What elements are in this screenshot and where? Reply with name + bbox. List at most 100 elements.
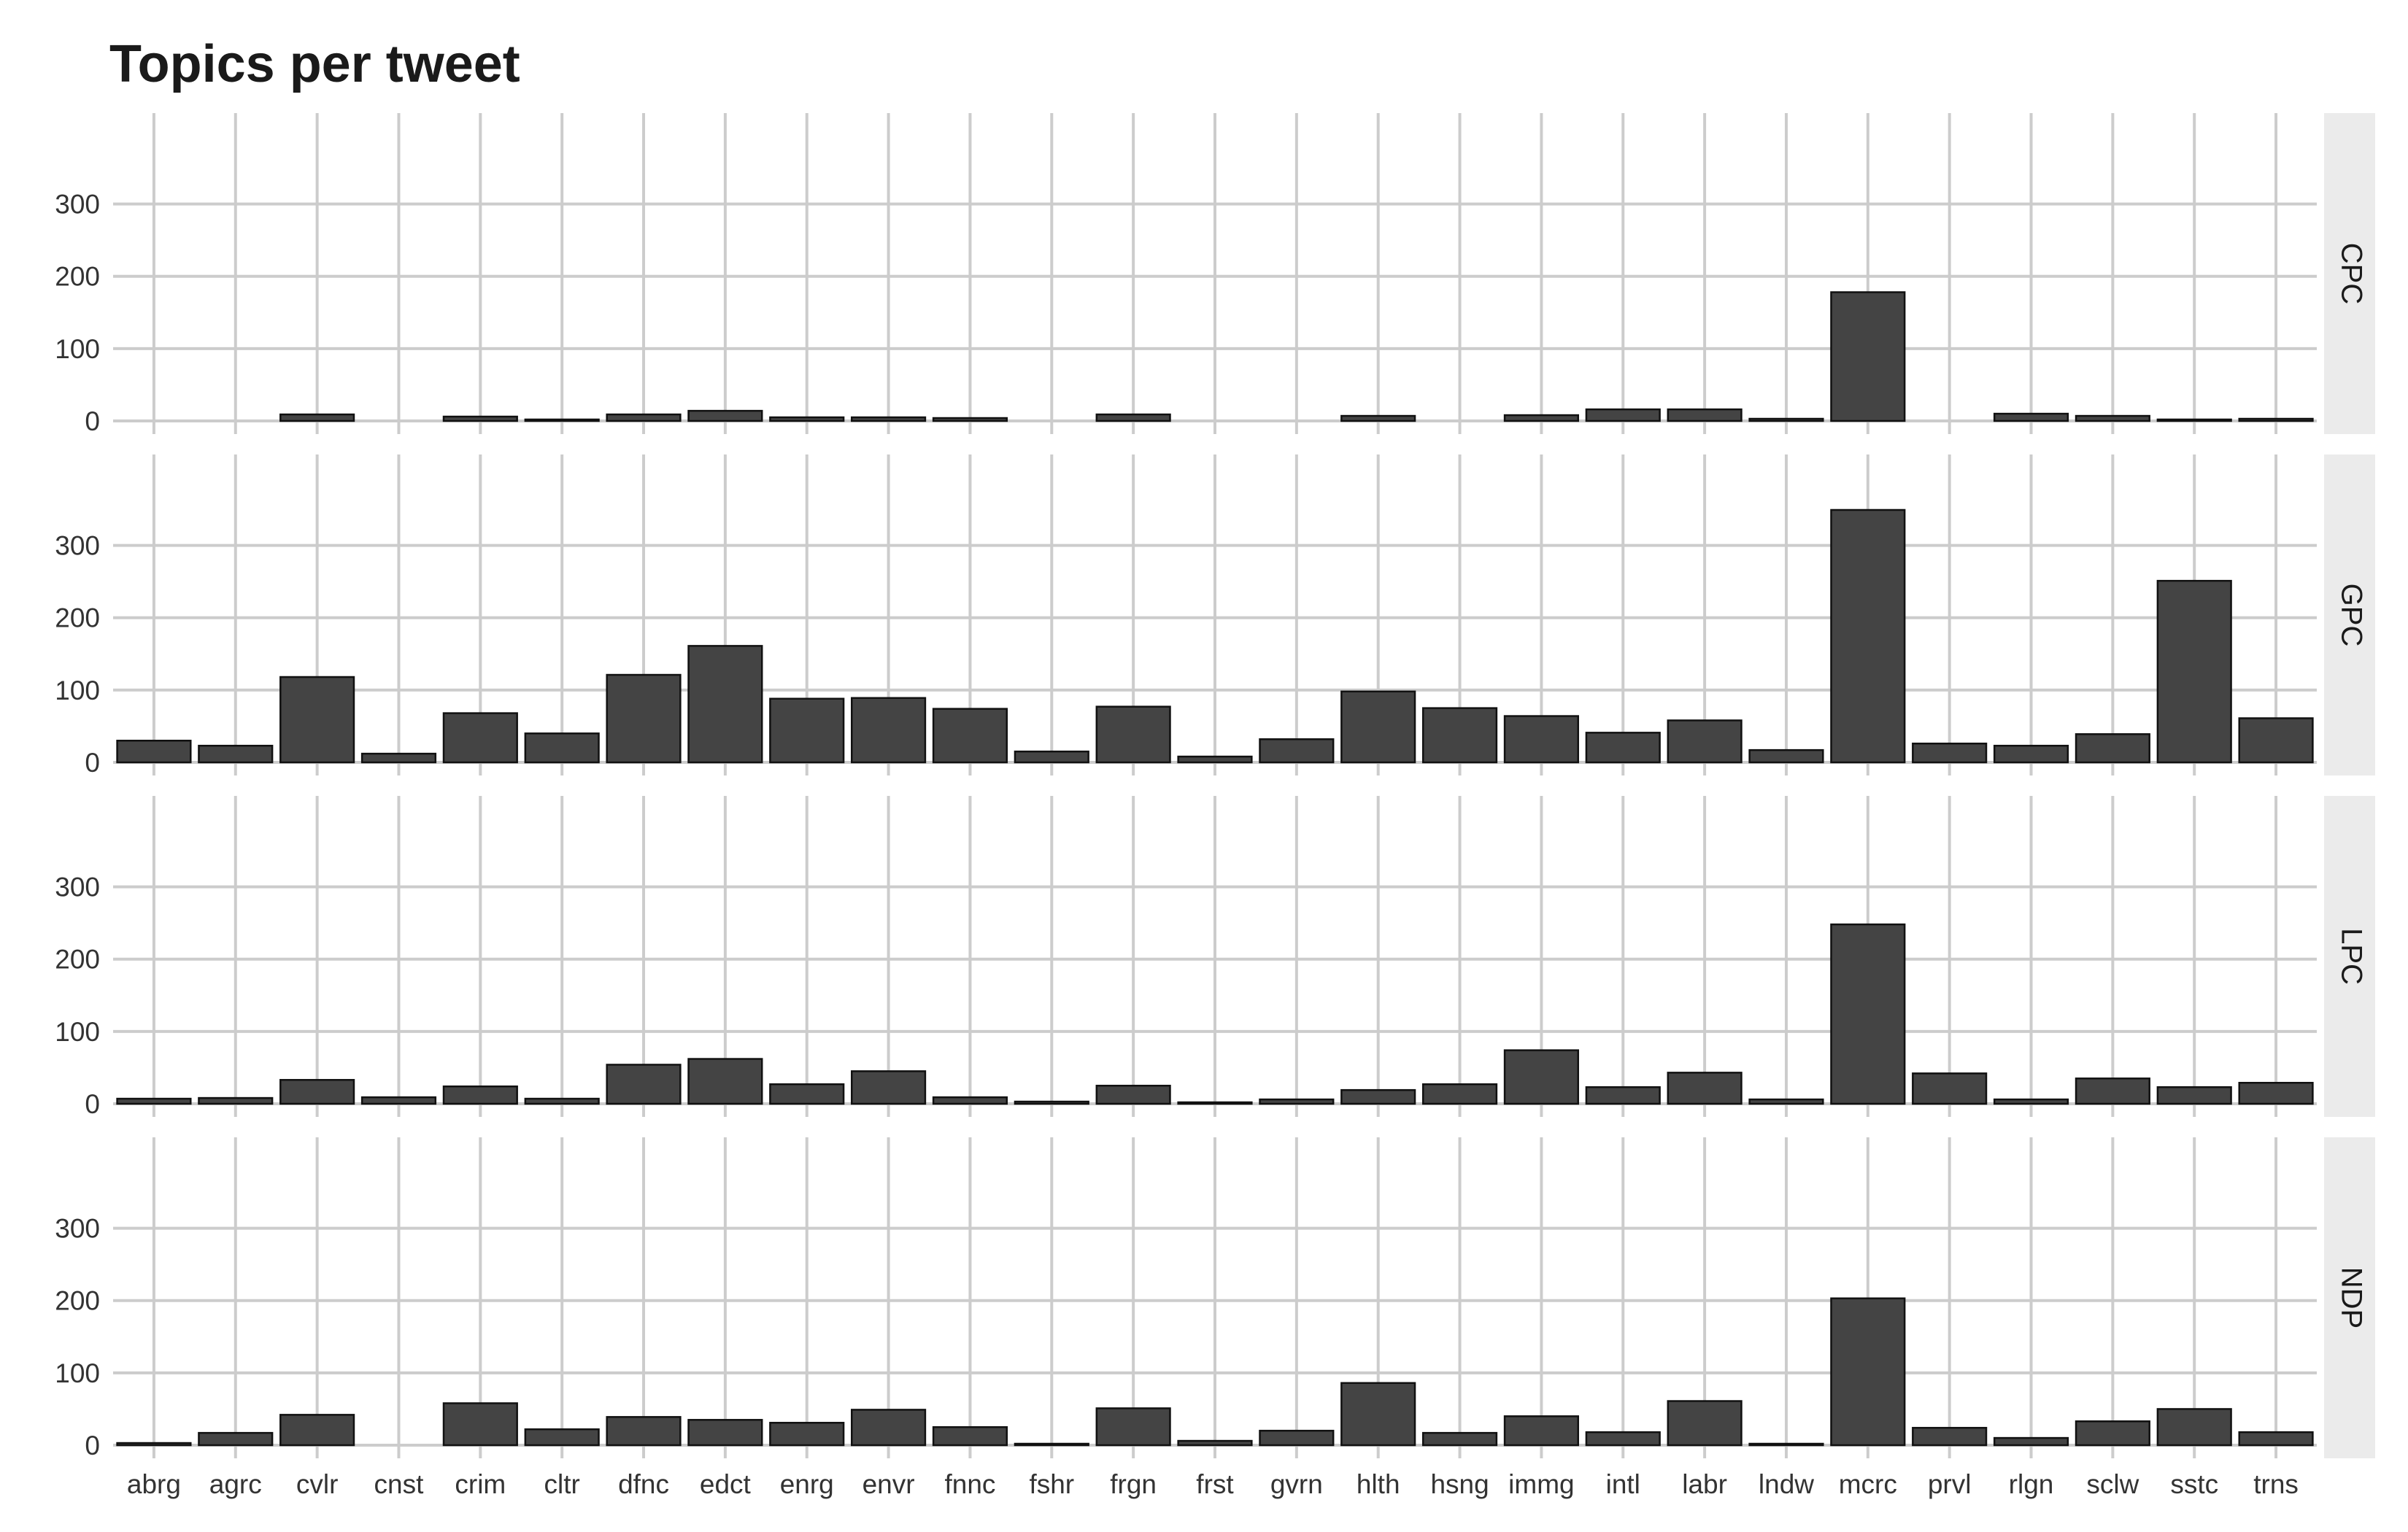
bar-lpc-edct xyxy=(687,1058,763,1105)
bar-cpc-labr xyxy=(1667,408,1743,422)
x-tick-label: fshr xyxy=(1029,1469,1074,1499)
bar-cpc-mcrc xyxy=(1830,291,1906,422)
x-tick-label: gvrn xyxy=(1270,1469,1323,1499)
x-tick-label: hsng xyxy=(1430,1469,1489,1499)
bar-gpc-trns xyxy=(2238,717,2314,764)
bar-ndp-edct xyxy=(687,1419,763,1447)
bar-ndp-hsng xyxy=(1421,1431,1498,1447)
bar-gpc-mcrc xyxy=(1830,508,1906,764)
bar-gpc-intl xyxy=(1585,732,1661,764)
facet-panel-ndp: 0 100 200 300 NDP xyxy=(55,1137,2375,1461)
x-tick-label: hlth xyxy=(1357,1469,1400,1499)
bar-gpc-agrc xyxy=(198,744,274,764)
y-tick-label: 200 xyxy=(55,1286,100,1316)
bar-lpc-enrg xyxy=(769,1083,845,1105)
bar-ndp-sclw xyxy=(2075,1420,2150,1447)
bar-ndp-dfnc xyxy=(606,1416,682,1447)
y-tick-label: 0 xyxy=(85,748,100,778)
facet-label: CPC xyxy=(2335,243,2367,304)
bar-lpc-hlth xyxy=(1340,1088,1416,1105)
y-tick-label: 0 xyxy=(85,1431,100,1461)
bar-ndp-abrg xyxy=(116,1442,192,1447)
bar-ndp-immg xyxy=(1503,1415,1579,1447)
bar-cpc-edct xyxy=(687,409,763,422)
x-tick-label: rlgn xyxy=(2009,1469,2054,1499)
bar-lpc-sclw xyxy=(2075,1078,2150,1105)
bar-gpc-fnnc xyxy=(932,708,1008,764)
bar-lpc-prvl xyxy=(1912,1072,1988,1105)
y-tick-label: 100 xyxy=(55,334,100,364)
bar-lpc-fnnc xyxy=(932,1096,1008,1105)
y-tick-label: 100 xyxy=(55,676,100,705)
bar-lpc-gvrn xyxy=(1259,1098,1335,1105)
bar-gpc-frst xyxy=(1177,755,1253,764)
bar-gpc-crim xyxy=(442,712,518,764)
bar-ndp-crim xyxy=(442,1402,518,1447)
bar-ndp-envr xyxy=(851,1409,927,1447)
bar-gpc-hlth xyxy=(1340,690,1416,764)
x-tick-label: abrg xyxy=(127,1469,181,1499)
bar-lpc-cnst xyxy=(360,1096,437,1105)
bar-ndp-cvlr xyxy=(279,1414,355,1447)
bar-lpc-cvlr xyxy=(279,1079,355,1105)
bar-lpc-dfnc xyxy=(606,1064,682,1105)
x-tick-label: immg xyxy=(1508,1469,1574,1499)
x-tick-label: cltr xyxy=(544,1469,580,1499)
x-tick-label: envr xyxy=(863,1469,915,1499)
bar-lpc-frgn xyxy=(1095,1084,1171,1105)
x-tick-label: labr xyxy=(1682,1469,1727,1499)
bar-lpc-immg xyxy=(1503,1049,1579,1105)
bar-gpc-labr xyxy=(1667,719,1743,764)
y-tick-label: 100 xyxy=(55,1358,100,1388)
y-tick-label: 300 xyxy=(55,873,100,902)
bar-lpc-abrg xyxy=(116,1097,192,1105)
bar-gpc-edct xyxy=(687,645,763,764)
facet-strip xyxy=(2324,113,2375,434)
y-tick-label: 200 xyxy=(55,945,100,975)
bar-ndp-cltr xyxy=(524,1428,600,1447)
facet-strip xyxy=(2324,796,2375,1117)
bar-gpc-enrg xyxy=(769,697,845,764)
bar-ndp-enrg xyxy=(769,1422,845,1447)
bar-ndp-frgn xyxy=(1095,1407,1171,1447)
bar-ndp-agrc xyxy=(198,1431,274,1447)
bar-lpc-lndw xyxy=(1748,1098,1824,1105)
bar-lpc-mcrc xyxy=(1830,923,1906,1105)
chart-title: Topics per tweet xyxy=(109,35,520,93)
bar-gpc-hsng xyxy=(1421,707,1498,764)
x-tick-label: cnst xyxy=(374,1469,425,1499)
bar-ndp-prvl xyxy=(1912,1426,1988,1447)
x-tick-label: mcrc xyxy=(1839,1469,1897,1499)
bar-lpc-sstc xyxy=(2156,1086,2232,1105)
bar-lpc-trns xyxy=(2238,1081,2314,1105)
x-tick-label: trns xyxy=(2253,1469,2299,1499)
y-tick-label: 300 xyxy=(55,1214,100,1244)
bar-gpc-cvlr xyxy=(279,676,355,764)
bar-cpc-enrg xyxy=(769,416,845,422)
bar-ndp-fshr xyxy=(1014,1442,1089,1447)
bar-lpc-agrc xyxy=(198,1096,274,1105)
bar-ndp-rlgn xyxy=(1993,1436,2069,1447)
bar-gpc-fshr xyxy=(1014,750,1089,764)
bar-ndp-fnnc xyxy=(932,1425,1008,1447)
bar-ndp-gvrn xyxy=(1259,1429,1335,1447)
bar-cpc-fnnc xyxy=(932,417,1008,422)
bar-cpc-envr xyxy=(851,416,927,422)
bar-lpc-cltr xyxy=(524,1097,600,1105)
bar-cpc-rlgn xyxy=(1993,412,2069,422)
bar-ndp-intl xyxy=(1585,1431,1661,1447)
y-tick-label: 0 xyxy=(85,406,100,436)
bar-gpc-sclw xyxy=(2075,733,2150,764)
bar-gpc-dfnc xyxy=(606,673,682,764)
x-tick-label: prvl xyxy=(1928,1469,1972,1499)
facet-panel-gpc: 0 100 200 300 GPC xyxy=(55,454,2375,778)
y-tick-label: 0 xyxy=(85,1089,100,1119)
bar-cpc-intl xyxy=(1585,408,1661,422)
bar-lpc-crim xyxy=(442,1085,518,1105)
bar-cpc-hlth xyxy=(1340,414,1416,422)
x-tick-label: sstc xyxy=(2170,1469,2218,1499)
bar-gpc-frgn xyxy=(1095,705,1171,764)
bar-lpc-labr xyxy=(1667,1072,1743,1105)
facet-strip xyxy=(2324,1137,2375,1458)
bar-lpc-fshr xyxy=(1014,1100,1089,1105)
